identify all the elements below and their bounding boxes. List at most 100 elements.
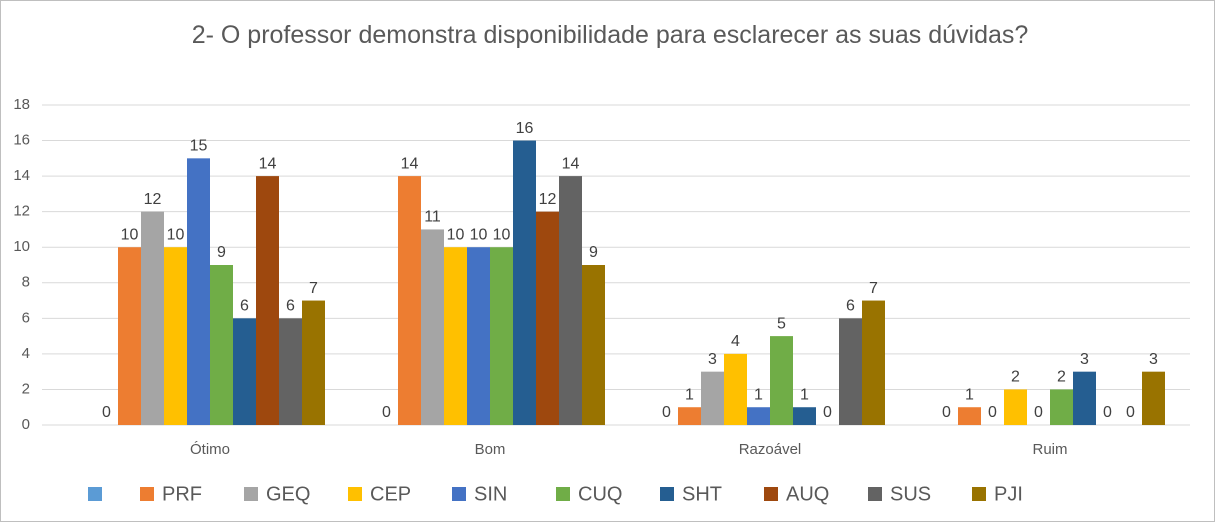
data-label: 0 [662, 404, 671, 421]
data-label: 0 [942, 404, 951, 421]
x-tick-label: Ótimo [190, 441, 230, 458]
data-label: 10 [493, 226, 511, 243]
y-tick-label: 4 [22, 345, 30, 362]
bar [678, 407, 701, 425]
bar [862, 300, 885, 425]
data-label: 10 [470, 226, 488, 243]
data-label: 11 [424, 209, 441, 226]
y-tick-label: 10 [13, 238, 30, 255]
bar [513, 140, 536, 426]
data-label: 2 [1011, 369, 1020, 386]
bar [1004, 389, 1027, 425]
data-label: 4 [731, 333, 740, 350]
data-label: 15 [190, 138, 208, 155]
bar [582, 265, 605, 425]
data-label: 0 [382, 404, 391, 421]
data-label: 10 [447, 226, 465, 243]
data-label: 0 [823, 404, 832, 421]
data-label: 1 [800, 386, 809, 403]
bar [1050, 389, 1073, 425]
data-label: 14 [401, 155, 419, 172]
legend-swatch [868, 487, 882, 501]
bar [233, 318, 256, 425]
legend-label: SIN [474, 483, 507, 505]
data-label: 7 [869, 280, 878, 297]
bar [747, 407, 770, 425]
data-label: 3 [708, 351, 717, 368]
data-label: 14 [259, 155, 277, 172]
y-tick-label: 2 [22, 380, 30, 397]
data-label: 0 [1103, 404, 1112, 421]
y-tick-label: 0 [22, 416, 30, 433]
data-label: 12 [539, 191, 557, 208]
x-tick-label: Bom [475, 441, 506, 458]
data-label: 2 [1057, 369, 1066, 386]
legend-swatch [660, 487, 674, 501]
legend-swatch [140, 487, 154, 501]
data-label: 0 [1034, 404, 1043, 421]
data-label: 10 [167, 226, 185, 243]
y-tick-label: 6 [22, 309, 30, 326]
data-label: 7 [309, 280, 318, 297]
bar [444, 247, 467, 425]
bar [302, 300, 325, 425]
legend-swatch [764, 487, 778, 501]
data-label: 9 [589, 244, 598, 261]
data-label: 0 [988, 404, 997, 421]
bar [421, 229, 444, 425]
legend-swatch [972, 487, 986, 501]
bar [118, 247, 141, 425]
data-label: 0 [1126, 404, 1135, 421]
legend-swatch [556, 487, 570, 501]
data-label: 1 [754, 386, 763, 403]
data-label: 6 [286, 298, 295, 315]
x-tick-label: Ruim [1032, 441, 1067, 458]
data-label: 3 [1080, 351, 1089, 368]
bar [536, 211, 559, 425]
y-tick-label: 12 [13, 203, 30, 220]
bar [490, 247, 513, 425]
bar [1073, 371, 1096, 425]
bar [467, 247, 490, 425]
legend-swatch [244, 487, 258, 501]
bar [164, 247, 187, 425]
data-label: 14 [562, 155, 580, 172]
bar [141, 211, 164, 425]
data-label: 1 [965, 386, 974, 403]
legend-label: SUS [890, 483, 931, 505]
bar [793, 407, 816, 425]
x-tick-label: Razoável [739, 441, 802, 458]
bar [958, 407, 981, 425]
chart-title: 2- O professor demonstra disponibilidade… [191, 21, 1029, 49]
y-tick-label: 8 [22, 274, 30, 291]
legend-swatch [452, 487, 466, 501]
y-tick-label: 14 [13, 167, 30, 184]
y-tick-label: 18 [13, 96, 30, 113]
data-label: 6 [240, 298, 249, 315]
data-label: 12 [144, 191, 162, 208]
bar [724, 353, 747, 425]
bar [256, 176, 279, 425]
legend-label: CEP [370, 483, 411, 505]
bar [398, 176, 421, 425]
bar [839, 318, 862, 425]
bar [279, 318, 302, 425]
bar [1142, 371, 1165, 425]
y-tick-label: 16 [13, 132, 30, 149]
bar [559, 176, 582, 425]
data-label: 3 [1149, 351, 1158, 368]
legend-label: GEQ [266, 483, 310, 505]
bar [187, 158, 210, 426]
bar [770, 336, 793, 425]
bar [210, 265, 233, 425]
legend-swatch [88, 487, 102, 501]
data-label: 16 [516, 120, 534, 137]
legend-label: PJI [994, 483, 1023, 505]
data-label: 10 [121, 226, 139, 243]
legend-label: PRF [162, 483, 202, 505]
data-label: 0 [102, 404, 111, 421]
data-label: 6 [846, 298, 855, 315]
data-label: 9 [217, 244, 226, 261]
